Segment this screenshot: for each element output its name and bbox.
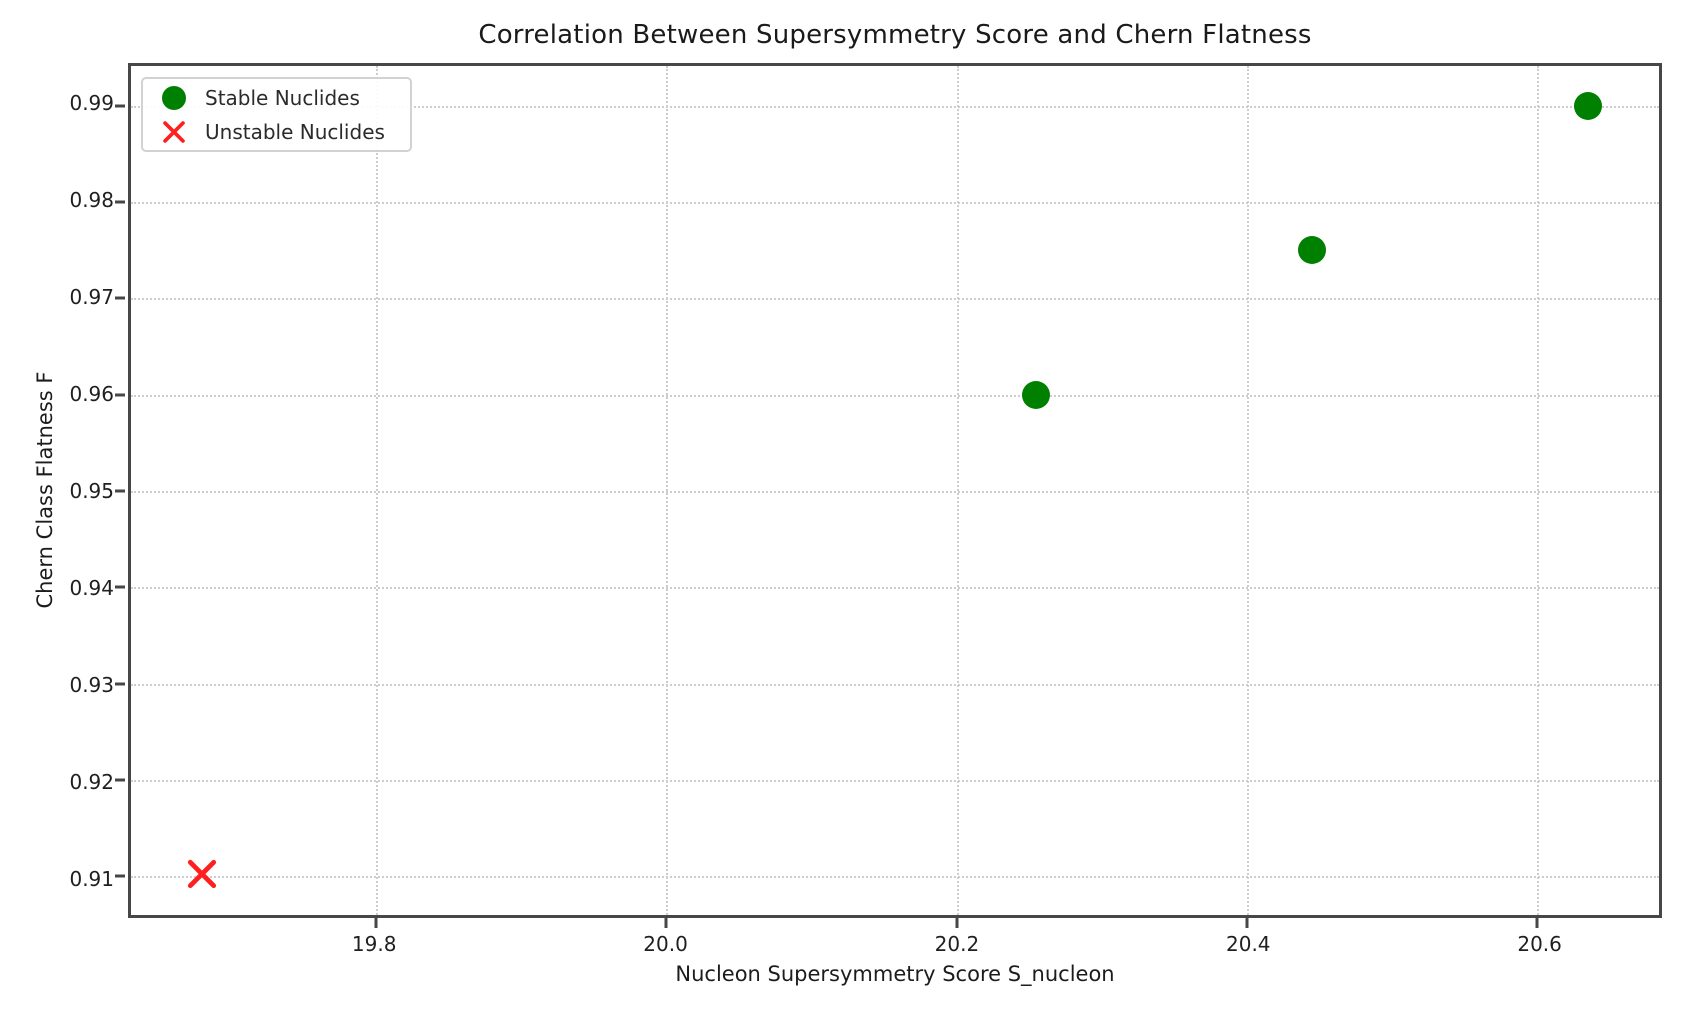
y-tick-mark bbox=[115, 200, 125, 204]
y-tick-mark bbox=[115, 104, 125, 107]
y-tick-label: 0.93 bbox=[69, 673, 114, 698]
y-tick-mark bbox=[115, 682, 125, 686]
legend-item-label: Unstable Nuclides bbox=[205, 119, 385, 144]
circle-marker-icon bbox=[162, 85, 186, 110]
vertical-gridline bbox=[956, 66, 959, 915]
horizontal-gridline bbox=[131, 683, 1659, 686]
y-tick-label: 0.91 bbox=[69, 867, 114, 892]
x-axis-label: Nucleon Supersymmetry Score S_nucleon bbox=[675, 962, 1115, 986]
horizontal-gridline bbox=[131, 780, 1659, 783]
x-tick-label: 20.0 bbox=[643, 932, 688, 956]
y-tick-labels: 0.91 0.92 0.93 0.94 0.95 0.96 0.97 0.98 0.99 bbox=[0, 63, 114, 918]
y-tick-label: 0.92 bbox=[69, 770, 114, 795]
y-tick-mark bbox=[115, 778, 125, 782]
legend-item: Stable Nuclides bbox=[143, 81, 410, 115]
data-point-circle bbox=[1573, 91, 1602, 120]
horizontal-gridline bbox=[131, 876, 1659, 879]
data-point-circle bbox=[1022, 380, 1051, 409]
y-tick-mark bbox=[115, 393, 125, 397]
y-tick-label: 0.94 bbox=[69, 576, 114, 601]
y-tick-mark bbox=[115, 296, 125, 300]
y-tick-label: 0.98 bbox=[69, 187, 114, 212]
x-tick-mark bbox=[1245, 918, 1249, 928]
y-tick-mark bbox=[115, 585, 125, 589]
x-tick-label: 20.6 bbox=[1517, 932, 1562, 956]
legend-x-marker-icon bbox=[143, 119, 205, 145]
vertical-gridline bbox=[1537, 66, 1540, 915]
vertical-gridline bbox=[666, 66, 669, 915]
x-tick-label: 19.8 bbox=[351, 932, 397, 956]
x-tick-mark bbox=[664, 918, 668, 928]
x-tick-mark bbox=[374, 918, 378, 928]
plot-area: Stable Nuclides Unstable Nuclides bbox=[115, 63, 1662, 928]
horizontal-gridline bbox=[131, 587, 1659, 590]
y-tick-label: 0.95 bbox=[69, 478, 114, 503]
y-tick-label: 0.97 bbox=[69, 284, 114, 309]
vertical-gridline bbox=[376, 66, 379, 915]
y-tick-mark bbox=[115, 489, 125, 493]
x-tick-labels: 19.8 20.0 20.2 20.4 20.6 bbox=[128, 932, 1662, 958]
horizontal-gridline bbox=[131, 394, 1659, 397]
y-tick-label: 0.99 bbox=[69, 90, 114, 115]
y-tick-mark bbox=[115, 874, 125, 878]
x-tick-mark bbox=[955, 918, 959, 928]
horizontal-gridline bbox=[131, 298, 1659, 301]
data-point-x bbox=[185, 857, 219, 895]
legend-circle-marker-icon bbox=[143, 85, 205, 110]
data-point-circle bbox=[1298, 236, 1327, 265]
chart-title: Correlation Between Supersymmetry Score … bbox=[478, 20, 1312, 50]
horizontal-gridline bbox=[131, 201, 1659, 204]
vertical-gridline bbox=[1246, 66, 1249, 915]
y-tick-label: 0.96 bbox=[69, 381, 114, 406]
horizontal-gridline bbox=[131, 105, 1659, 108]
legend: Stable Nuclides Unstable Nuclides bbox=[141, 77, 412, 152]
horizontal-gridline bbox=[131, 490, 1659, 493]
x-tick-label: 20.2 bbox=[934, 932, 980, 956]
legend-item-label: Stable Nuclides bbox=[205, 85, 360, 110]
legend-item: Unstable Nuclides bbox=[143, 115, 410, 149]
y-axis-label: Chern Class Flatness F bbox=[33, 371, 57, 609]
x-tick-label: 20.4 bbox=[1226, 932, 1271, 956]
x-marker-icon bbox=[163, 120, 185, 143]
x-tick-mark bbox=[1535, 918, 1539, 928]
